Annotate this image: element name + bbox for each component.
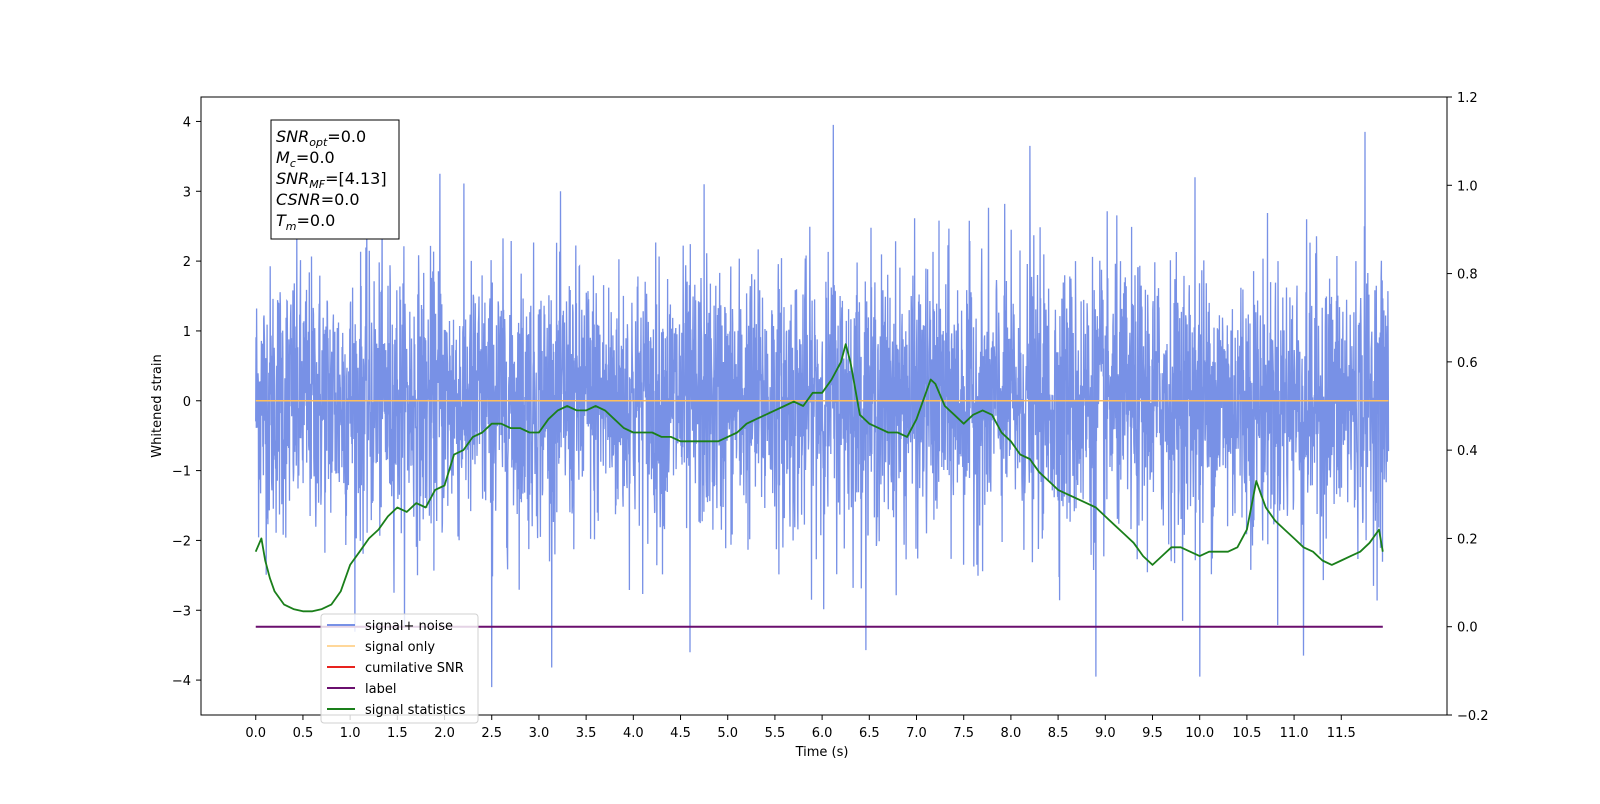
x-tick-label: 7.5: [953, 726, 974, 741]
x-tick-label: 11.5: [1327, 726, 1356, 741]
y2-tick-label: 1.0: [1457, 179, 1478, 194]
legend-label: label: [365, 682, 396, 697]
y-tick-label: −4: [172, 674, 191, 689]
x-tick-label: 11.0: [1280, 726, 1309, 741]
y2-tick-label: 0.2: [1457, 532, 1478, 547]
x-tick-label: 3.5: [576, 726, 597, 741]
x-tick-label: 6.5: [859, 726, 880, 741]
y-tick-label: 2: [183, 255, 191, 270]
x-tick-label: 2.5: [481, 726, 502, 741]
x-tick-label: 10.5: [1232, 726, 1261, 741]
ticks-layer: 0.0 0.5 1.0 1.5 2.0 2.5 3.0 3.5 4.0 4.5 5.0 5.5 6.0 6…: [172, 91, 1489, 741]
legend-frame: [320, 613, 479, 724]
y2-tick-label: 0.6: [1457, 356, 1478, 371]
legend-label: signal statistics: [365, 703, 466, 718]
x-tick-label: 0.5: [293, 726, 314, 741]
y-tick-label: −2: [172, 534, 191, 549]
legend: signal+ noise signal only cumilative SNR la…: [320, 613, 479, 724]
x-tick-label: 3.0: [529, 726, 550, 741]
x-tick-label: 4.0: [623, 726, 644, 741]
y-tick-label: −3: [172, 604, 191, 619]
annotation-line: CSNR=0.0: [276, 190, 360, 209]
x-tick-label: 9.0: [1095, 726, 1116, 741]
y2-tick-label: 0.4: [1457, 444, 1478, 459]
x-tick-label: 1.0: [340, 726, 361, 741]
series-signal-statistics: [254, 343, 1384, 613]
annotation-line: Mc=0.0: [276, 148, 335, 170]
annotation-frame: [270, 119, 400, 240]
x-tick-label: 5.0: [717, 726, 738, 741]
y-tick-label: 4: [183, 115, 191, 130]
x-tick-label: 9.5: [1142, 726, 1163, 741]
x-tick-label: 8.0: [1001, 726, 1022, 741]
y-tick-label: 3: [183, 185, 191, 200]
x-tick-label: 7.0: [906, 726, 927, 741]
x-tick-label: 8.5: [1048, 726, 1069, 741]
x-tick-label: 4.5: [670, 726, 691, 741]
x-axis-label: Time (s): [795, 745, 849, 760]
annotation-line: Tm=0.0: [276, 211, 335, 233]
x-tick-label: 1.5: [387, 726, 408, 741]
x-tick-label: 10.0: [1185, 726, 1214, 741]
y2-tick-label: 1.2: [1457, 91, 1478, 106]
annotation-line: SNRopt=0.0: [276, 127, 366, 149]
y-tick-label: 1: [183, 325, 191, 340]
x-tick-label: 0.0: [245, 726, 266, 741]
series-signal-noise: [255, 124, 1390, 688]
legend-label: signal only: [365, 640, 435, 655]
y-tick-label: 0: [183, 395, 191, 410]
x-tick-label: 5.5: [765, 726, 786, 741]
x-tick-label: 2.0: [434, 726, 455, 741]
legend-label: signal+ noise: [365, 619, 453, 634]
y2-tick-label: −0.2: [1457, 709, 1489, 724]
y-axis-label: Whitened strain: [150, 354, 165, 457]
plot-layer: [254, 124, 1390, 688]
annotation-line: SNRMF=[4.13]: [276, 169, 387, 191]
y-tick-label: −1: [172, 465, 191, 480]
y2-tick-label: 0.8: [1457, 268, 1478, 283]
axes-frame: [200, 96, 1448, 716]
y2-tick-label: 0.0: [1457, 621, 1478, 636]
legend-label: cumilative SNR: [365, 661, 464, 676]
x-tick-label: 6.0: [812, 726, 833, 741]
